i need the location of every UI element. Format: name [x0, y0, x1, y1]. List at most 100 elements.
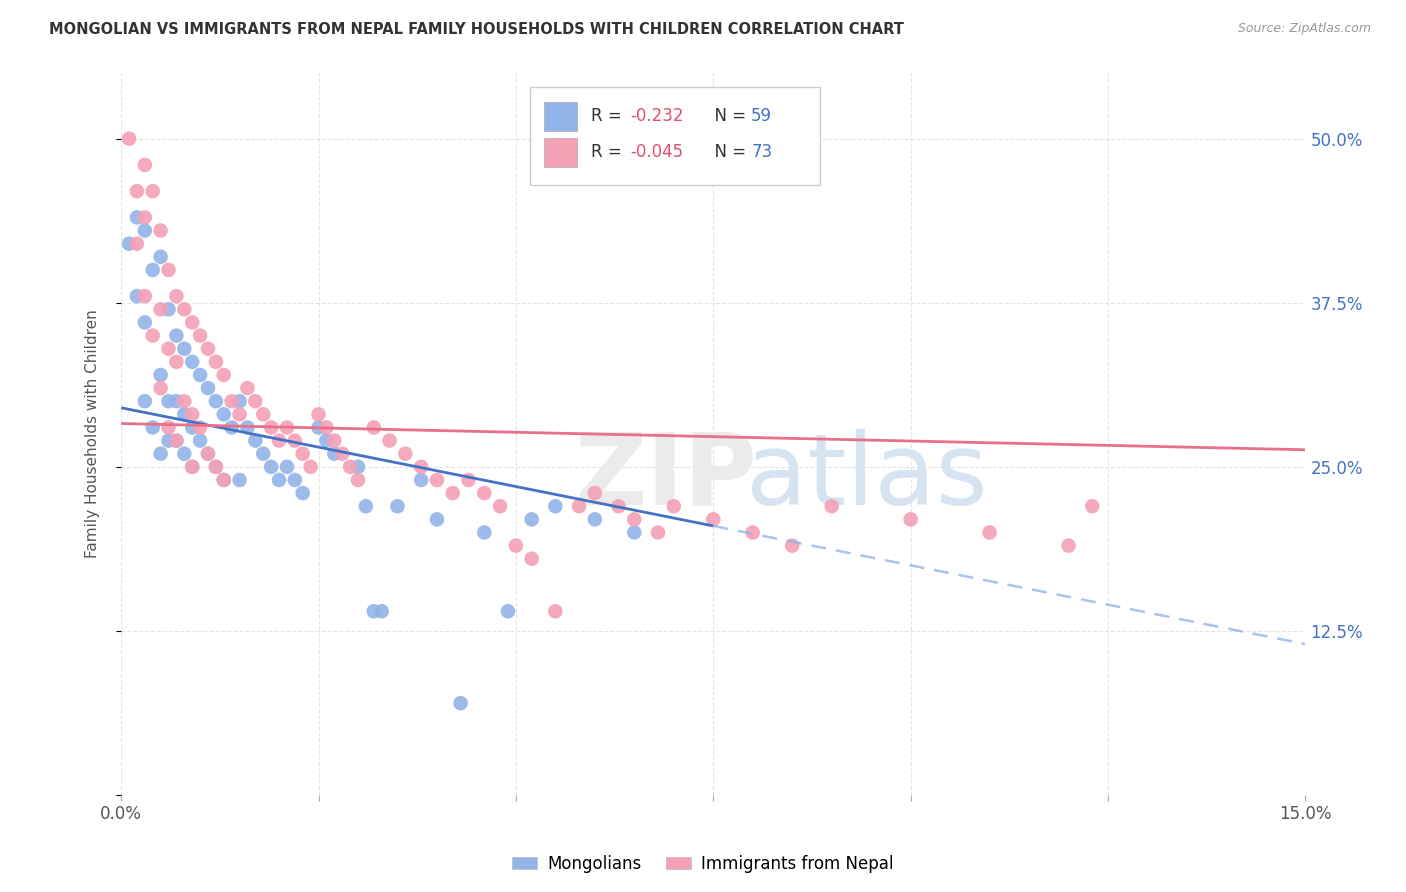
Point: [157, 434, 180, 448]
Point: [181, 459, 204, 474]
Point: [702, 512, 724, 526]
Point: [197, 342, 219, 356]
Text: MONGOLIAN VS IMMIGRANTS FROM NEPAL FAMILY HOUSEHOLDS WITH CHILDREN CORRELATION C: MONGOLIAN VS IMMIGRANTS FROM NEPAL FAMIL…: [49, 22, 904, 37]
Point: [426, 512, 449, 526]
Point: [157, 420, 180, 434]
Point: [197, 447, 219, 461]
Point: [330, 447, 353, 461]
Point: [520, 551, 543, 566]
Point: [142, 420, 165, 434]
Point: [165, 328, 187, 343]
Point: [623, 512, 645, 526]
Point: [212, 473, 235, 487]
Point: [370, 604, 392, 618]
Point: [472, 486, 495, 500]
Point: [149, 447, 172, 461]
Point: [157, 302, 180, 317]
Point: [212, 407, 235, 421]
Point: [780, 539, 803, 553]
Bar: [544, 138, 576, 167]
Point: [142, 184, 165, 198]
Point: [741, 525, 763, 540]
Point: [378, 434, 401, 448]
Text: R =: R =: [592, 107, 627, 125]
Point: [228, 473, 250, 487]
Point: [188, 368, 211, 382]
Point: [411, 459, 433, 474]
Point: [457, 473, 479, 487]
Point: [134, 394, 156, 409]
Point: [188, 420, 211, 434]
Point: [212, 473, 235, 487]
Point: [411, 473, 433, 487]
Point: [134, 211, 156, 225]
Point: [181, 459, 204, 474]
Point: [520, 512, 543, 526]
Point: [125, 236, 148, 251]
Point: [260, 459, 283, 474]
Point: [157, 394, 180, 409]
Text: N =: N =: [704, 144, 751, 161]
Point: [236, 420, 259, 434]
Point: [489, 500, 512, 514]
Point: [252, 447, 274, 461]
Point: [188, 328, 211, 343]
Point: [505, 539, 527, 553]
Point: [173, 447, 195, 461]
Point: [607, 500, 630, 514]
Point: [394, 447, 416, 461]
Point: [157, 263, 180, 277]
Point: [149, 223, 172, 237]
Bar: [530, 87, 820, 185]
Legend: Mongolians, Immigrants from Nepal: Mongolians, Immigrants from Nepal: [506, 848, 900, 880]
Point: [1057, 539, 1080, 553]
Point: [354, 500, 377, 514]
Point: [662, 500, 685, 514]
Point: [188, 434, 211, 448]
Point: [496, 604, 519, 618]
Point: [347, 459, 370, 474]
Point: [568, 500, 591, 514]
Point: [221, 420, 243, 434]
Point: [197, 447, 219, 461]
Point: [267, 434, 290, 448]
Point: [260, 420, 283, 434]
Point: [979, 525, 1001, 540]
Point: [387, 500, 409, 514]
Point: [142, 328, 165, 343]
Point: [347, 473, 370, 487]
Point: [118, 131, 141, 145]
Y-axis label: Family Households with Children: Family Households with Children: [86, 310, 100, 558]
Point: [821, 500, 844, 514]
Point: [363, 420, 385, 434]
Point: [544, 604, 567, 618]
Point: [205, 355, 228, 369]
Point: [149, 302, 172, 317]
Point: [450, 696, 472, 710]
Point: [165, 289, 187, 303]
Point: [583, 486, 606, 500]
Point: [228, 407, 250, 421]
Point: [157, 342, 180, 356]
Text: 59: 59: [751, 107, 772, 125]
Point: [291, 486, 314, 500]
Point: [323, 447, 346, 461]
Text: -0.045: -0.045: [630, 144, 683, 161]
Point: [212, 368, 235, 382]
Point: [339, 459, 361, 474]
Point: [134, 289, 156, 303]
Point: [441, 486, 464, 500]
Point: [134, 158, 156, 172]
Point: [197, 381, 219, 395]
Point: [125, 289, 148, 303]
Point: [125, 184, 148, 198]
Point: [205, 459, 228, 474]
Point: [165, 434, 187, 448]
Point: [181, 315, 204, 329]
Point: [134, 315, 156, 329]
Point: [221, 394, 243, 409]
Point: [291, 447, 314, 461]
Point: [181, 407, 204, 421]
Point: [426, 473, 449, 487]
Point: [205, 394, 228, 409]
